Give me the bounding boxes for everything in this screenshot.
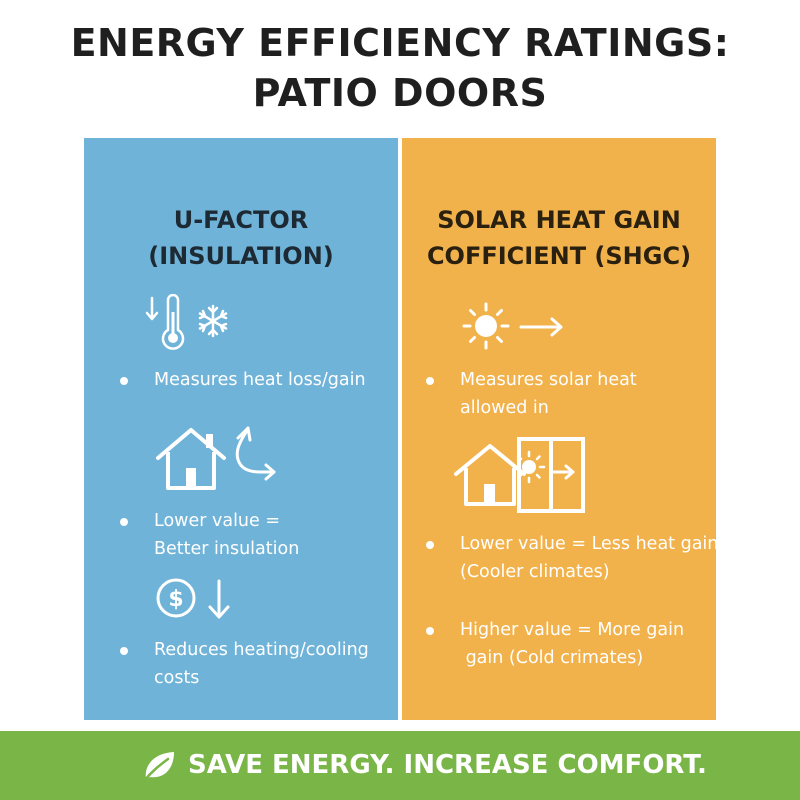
u-factor-bullet-1: Measures heat loss/gain <box>120 366 366 394</box>
title-line-2: PATIO DOORS <box>252 71 548 115</box>
bullet-dot <box>120 647 128 655</box>
shgc-heading: SOLAR HEAT GAIN COFFICIENT (SHGC) <box>402 202 716 274</box>
thermometer-down-icon <box>144 294 188 354</box>
u-factor-heading-line-2: (INSULATION) <box>148 242 334 270</box>
shgc-panel: SOLAR HEAT GAIN COFFICIENT (SHGC) Measur… <box>402 138 719 720</box>
bullet-text: Higher value = More gain <box>460 620 685 640</box>
snowflake-icon <box>196 304 230 338</box>
bullet-text: gain (Cold crimates) <box>460 648 644 668</box>
bullet-text: Lower value = Less heat gain <box>460 534 719 554</box>
bullet-dot <box>120 518 128 526</box>
bullet-text: Reduces heating/cooling <box>154 640 369 660</box>
bullet-text: Measures heat loss/gain <box>154 370 366 390</box>
arrow-right-icon <box>518 316 566 338</box>
leaf-icon <box>140 749 178 787</box>
window-icon <box>516 436 586 514</box>
bullet-text: Better insulation <box>154 539 300 559</box>
arrow-return-icon <box>230 424 280 486</box>
page-title: ENERGY EFFICIENCY RATINGS: PATIO DOORS <box>0 18 800 118</box>
shgc-bullet-1: Measures solar heat allowed in <box>426 366 637 422</box>
u-factor-bullet-2: Lower value = Better insulation <box>120 507 300 563</box>
bullet-text: allowed in <box>460 398 549 418</box>
dollar-coin-icon: $ <box>154 576 198 620</box>
bullet-text: Measures solar heat <box>460 370 637 390</box>
arrow-down-icon <box>206 578 232 622</box>
u-factor-heading-line-1: U-FACTOR <box>173 206 309 234</box>
u-factor-heading: U-FACTOR (INSULATION) <box>84 202 398 274</box>
footer-slogan: SAVE ENERGY. INCREASE COMFORT. <box>188 750 707 780</box>
house-icon <box>154 424 228 492</box>
bullet-text: Lower value = <box>154 511 281 531</box>
sun-icon <box>460 300 512 352</box>
house-icon <box>452 438 528 508</box>
shgc-heading-line-2: COFFICIENT (SHGC) <box>426 242 692 270</box>
u-factor-panel: U-FACTOR (INSULATION) Measures heat loss… <box>84 138 398 720</box>
bullet-dot <box>426 541 434 549</box>
bullet-text: costs <box>154 668 200 688</box>
bullet-text: (Cooler climates) <box>460 562 610 582</box>
bullet-dot <box>120 377 128 385</box>
title-line-1: ENERGY EFFICIENCY RATINGS: <box>70 21 730 65</box>
svg-text:$: $ <box>168 587 183 612</box>
bullet-dot <box>426 377 434 385</box>
shgc-heading-line-1: SOLAR HEAT GAIN <box>437 206 681 234</box>
footer-banner: SAVE ENERGY. INCREASE COMFORT. <box>0 731 800 800</box>
u-factor-bullet-3: Reduces heating/cooling costs <box>120 636 369 692</box>
shgc-bullet-3: Higher value = More gain gain (Cold crim… <box>426 616 685 672</box>
bullet-dot <box>426 627 434 635</box>
shgc-bullet-2: Lower value = Less heat gain (Cooler cli… <box>426 530 719 586</box>
